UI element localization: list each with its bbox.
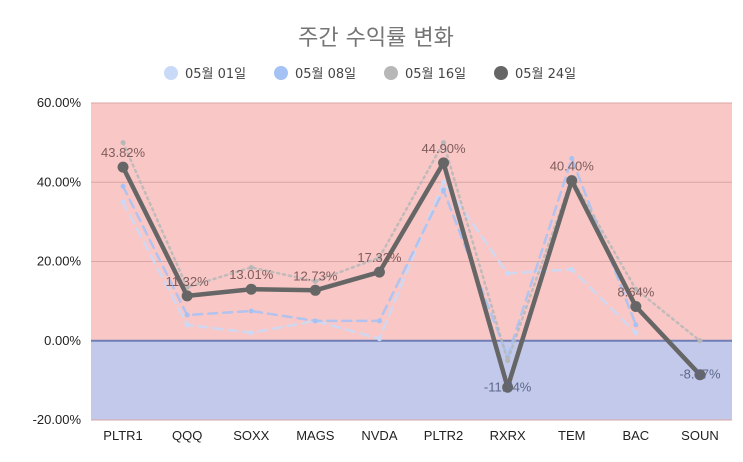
series-point bbox=[184, 322, 190, 328]
y-tick-label: -20.00% bbox=[33, 412, 82, 427]
series-point bbox=[505, 358, 511, 364]
y-tick-label: 60.00% bbox=[37, 95, 82, 110]
series-point bbox=[630, 301, 642, 313]
legend-label: 05월 01일 bbox=[185, 67, 246, 82]
series-point bbox=[569, 155, 575, 161]
data-label: 43.82% bbox=[101, 145, 146, 160]
negative-band bbox=[91, 340, 732, 420]
data-label: 11.32% bbox=[166, 274, 210, 289]
background-bands bbox=[91, 103, 732, 420]
chart-title: 주간 수익률 변화 bbox=[298, 26, 454, 51]
legend-marker bbox=[494, 66, 508, 80]
x-tick-label: TEM bbox=[558, 428, 585, 443]
legend-label: 05월 16일 bbox=[405, 67, 466, 82]
x-tick-label: SOUN bbox=[681, 428, 719, 443]
data-label: 13.01% bbox=[229, 267, 274, 282]
series-point bbox=[117, 161, 129, 173]
data-label: 8.64% bbox=[617, 285, 654, 300]
series-point bbox=[438, 157, 450, 169]
series-point bbox=[633, 330, 639, 336]
data-labels: 43.82% 11.32% 13.01% 12.73% 17.32% 44.90% -11.… bbox=[101, 141, 721, 394]
series-point bbox=[441, 140, 447, 146]
series-point bbox=[373, 266, 385, 278]
series-point bbox=[633, 322, 639, 328]
series-point bbox=[376, 318, 382, 324]
x-tick-label: NVDA bbox=[361, 428, 397, 443]
series-point bbox=[502, 381, 514, 393]
series-point bbox=[248, 308, 254, 314]
data-label: -8.57% bbox=[679, 367, 721, 382]
x-tick-label: PLTR2 bbox=[424, 428, 464, 443]
data-label: 44.90% bbox=[422, 141, 467, 156]
series-point bbox=[181, 290, 193, 302]
data-label: 40.40% bbox=[550, 159, 595, 174]
legend-marker bbox=[164, 66, 178, 80]
legend-item[interactable]: 05월 01일 bbox=[164, 66, 246, 82]
x-tick-label: RXRX bbox=[490, 428, 526, 443]
series-point bbox=[248, 264, 254, 270]
legend-item[interactable]: 05월 16일 bbox=[384, 66, 466, 82]
series-point bbox=[694, 369, 706, 381]
series-line bbox=[121, 141, 702, 362]
series-point bbox=[376, 255, 382, 261]
series-point bbox=[566, 175, 578, 187]
series-point bbox=[569, 266, 575, 272]
y-tick-label: 20.00% bbox=[37, 254, 82, 269]
x-tick-label: BAC bbox=[622, 428, 649, 443]
series-point bbox=[309, 284, 321, 296]
positive-band bbox=[91, 103, 732, 341]
series-point bbox=[120, 140, 126, 146]
legend[interactable]: 05월 01일 05월 08일 05월 16일 05월 24일 bbox=[164, 66, 576, 82]
series-point bbox=[633, 286, 639, 292]
axes: -20.00% 0.00% 20.00% 40.00% 60.00% PLTR1 QQQ SO… bbox=[33, 95, 719, 443]
series-point bbox=[441, 179, 447, 185]
x-tick-label: PLTR1 bbox=[103, 428, 143, 443]
x-tick-label: QQQ bbox=[172, 428, 202, 443]
series-point bbox=[312, 278, 318, 284]
series-point bbox=[441, 187, 447, 193]
series-point bbox=[184, 312, 190, 318]
legend-item[interactable]: 05월 08일 bbox=[274, 66, 356, 82]
series-point bbox=[248, 330, 254, 336]
grid-lines bbox=[91, 102, 732, 421]
series-point bbox=[245, 283, 257, 295]
legend-marker bbox=[274, 66, 288, 80]
data-label: 12.73% bbox=[293, 268, 338, 283]
x-tick-label: SOXX bbox=[233, 428, 269, 443]
series-point bbox=[376, 336, 382, 342]
series-point bbox=[120, 199, 126, 205]
series-point bbox=[120, 183, 126, 189]
y-tick-label: 40.00% bbox=[37, 174, 82, 189]
x-tick-label: MAGS bbox=[296, 428, 335, 443]
series-point bbox=[505, 270, 511, 276]
series-point bbox=[312, 318, 318, 324]
data-label: 17.32% bbox=[357, 250, 402, 265]
legend-item[interactable]: 05월 24일 bbox=[494, 66, 576, 82]
series-line bbox=[120, 160, 703, 390]
series-point bbox=[697, 338, 703, 344]
series-layer bbox=[117, 140, 706, 393]
legend-label: 05월 08일 bbox=[295, 67, 356, 82]
legend-label: 05월 24일 bbox=[515, 67, 576, 82]
series-4 bbox=[117, 157, 706, 393]
legend-marker bbox=[384, 66, 398, 80]
y-tick-label: 0.00% bbox=[44, 333, 81, 348]
data-label: -11.74% bbox=[484, 379, 532, 394]
